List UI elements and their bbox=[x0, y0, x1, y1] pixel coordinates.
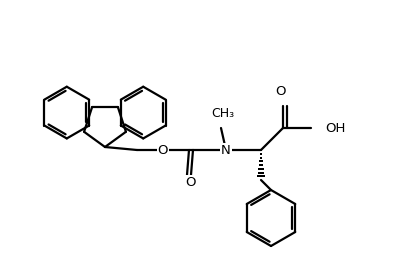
Text: O: O bbox=[276, 85, 286, 98]
Text: N: N bbox=[221, 144, 231, 157]
Text: O: O bbox=[186, 175, 196, 188]
Text: O: O bbox=[158, 144, 168, 157]
Text: CH₃: CH₃ bbox=[212, 107, 234, 120]
Text: OH: OH bbox=[325, 121, 345, 135]
